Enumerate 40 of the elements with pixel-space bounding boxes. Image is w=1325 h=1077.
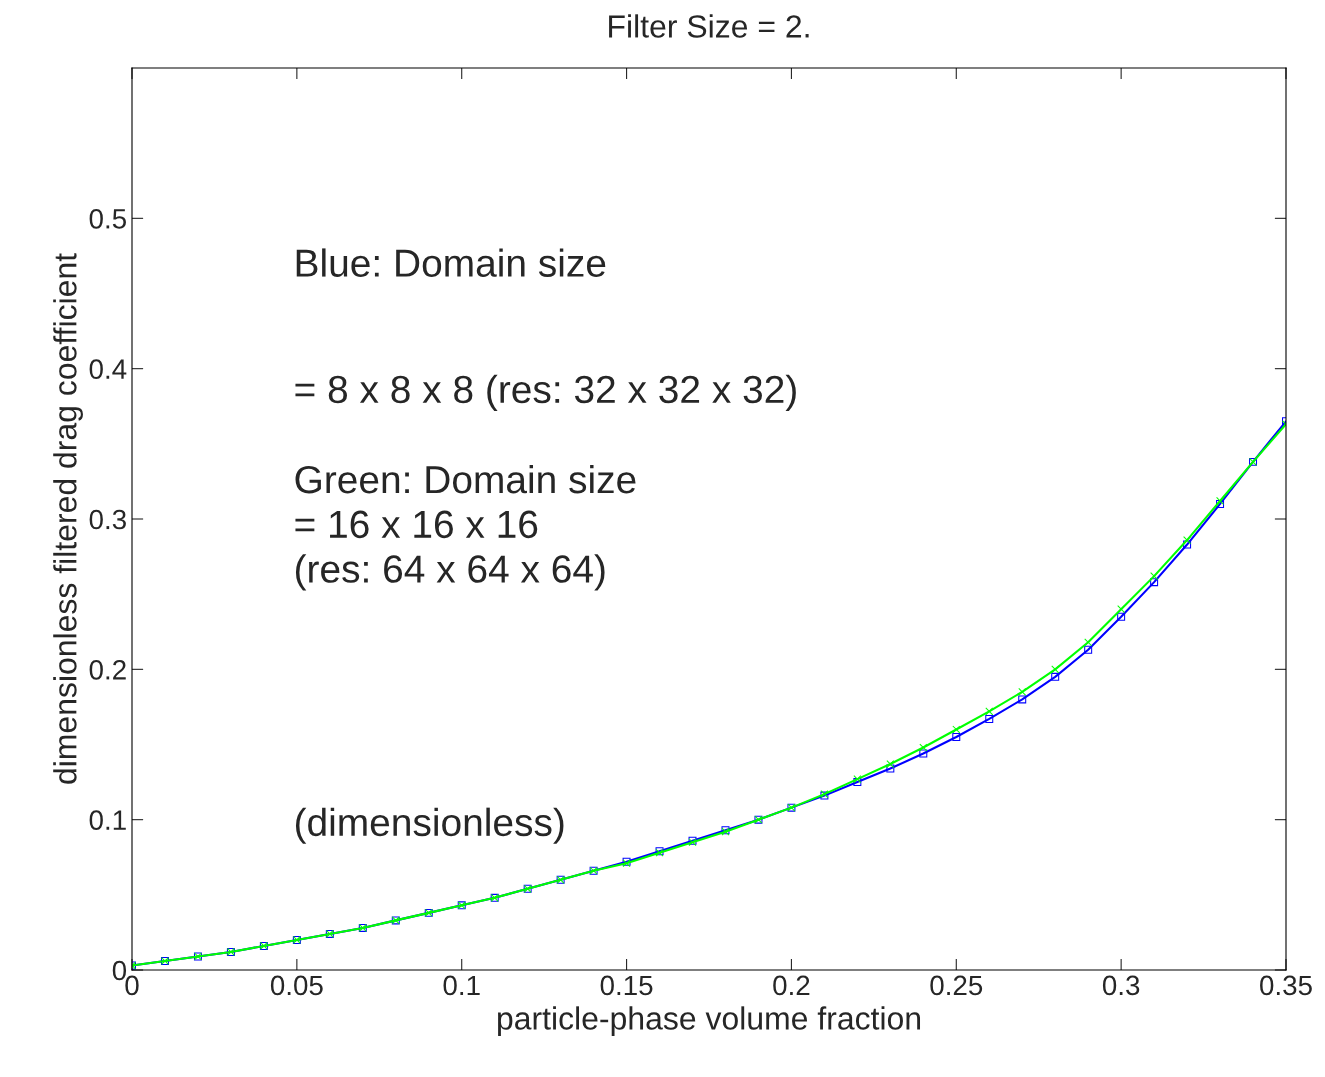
point [1018,695,1027,704]
point [1051,665,1060,674]
x-tick-label: 0.35 [1260,975,1312,996]
annotation: (dimensionless) [295,807,564,844]
annotation: Blue: Domain size [296,248,606,277]
y-tick-label: 0.4 [89,359,127,380]
point [1051,672,1060,681]
point [886,760,895,769]
point [1084,645,1093,654]
point [1150,572,1159,581]
x-tick-label: 0.15 [600,975,653,996]
y-tick-label: 0.5 [89,209,126,229]
point [919,743,928,752]
x-tick-label: 0.1 [443,975,480,996]
x-tick-label: 0.3 [1102,975,1140,996]
point [1183,536,1192,545]
y-axis-title: dimensionless filtered drag coefficient [53,253,83,784]
chart-title: Filter Size = 2. [609,14,809,38]
annotation: = 8 x 8 x 8 (res: 32 x 32 x 32) [295,374,796,411]
y-tick-label: 0.2 [89,660,126,680]
point [1183,540,1192,549]
x-tick-label: 0.25 [930,975,983,996]
point [1084,638,1093,647]
point [1117,612,1126,621]
point [1117,605,1126,614]
y-tick-label: 0.1 [89,810,126,831]
point [985,714,994,723]
point [1018,687,1027,696]
point [985,707,994,716]
x-axis-title: particle-phase volume fraction [498,1006,921,1037]
y-tick-label: 0 [112,960,127,981]
point [919,749,928,758]
annotation: Green: Domain size = 16 x 16 x 16 (res: 64 x 64 x 64) [295,464,636,591]
x-tick-label: 0.2 [773,975,810,996]
point [952,725,961,734]
point [952,732,961,741]
point [886,764,895,773]
y-tick-label: 0.3 [89,509,126,530]
point [1150,578,1159,587]
x-tick-label: 0.05 [270,975,323,996]
